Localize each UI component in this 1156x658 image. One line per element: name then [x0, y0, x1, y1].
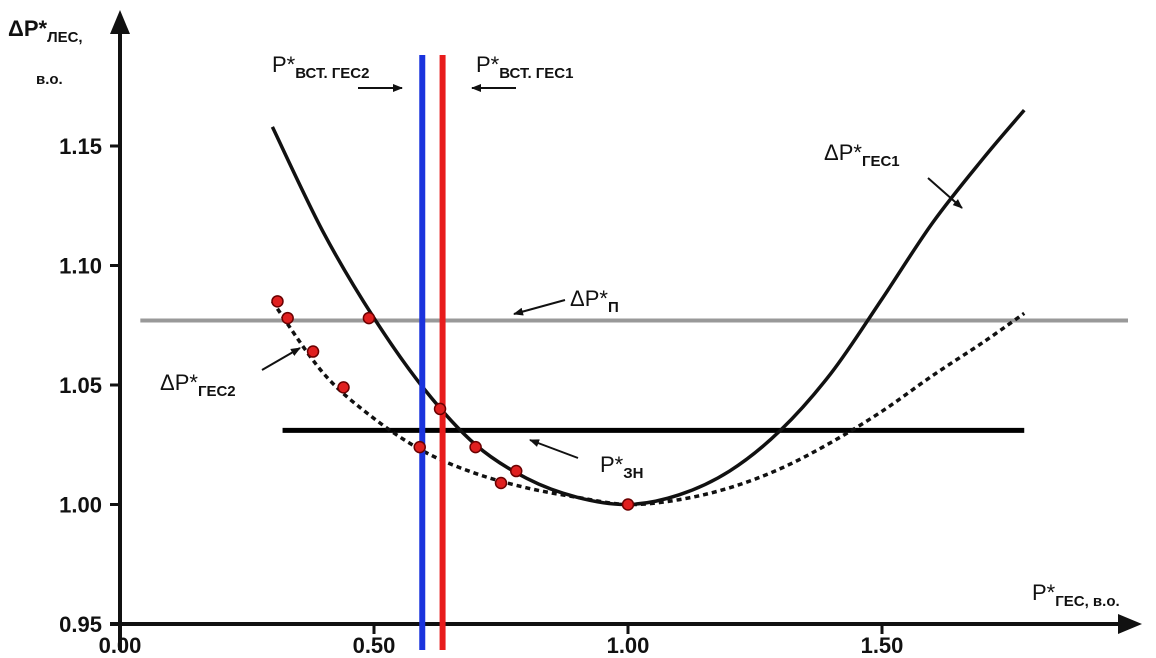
- label-p-zn: P*ЗН: [600, 452, 643, 482]
- label-dp-p: ΔP*П: [570, 286, 619, 316]
- curve-ges2: [270, 300, 1026, 507]
- x-axis-title: P*ГЕС, в.о.: [1032, 580, 1120, 610]
- y-tick-label: 0.95: [59, 612, 102, 637]
- curve-ges1: [270, 109, 1026, 507]
- y-tick-label: 1.05: [59, 373, 102, 398]
- ticks-group: 0.95 1.00 1.05 1.10 1.15 0.00 0.50 1.00 1.50: [59, 134, 903, 658]
- data-point-marker: [469, 440, 482, 454]
- data-point-marker: [271, 295, 284, 308]
- label-dp-p-main: ΔP*: [570, 286, 608, 311]
- label-ges2-main: ΔP*: [160, 370, 198, 395]
- data-point-marker: [362, 311, 376, 325]
- data-point-marker: [509, 464, 523, 478]
- label-vst-ges1: P*ВСТ. ГЕС1: [476, 52, 573, 82]
- x-tick-label: 0.50: [353, 633, 396, 658]
- data-point-marker: [433, 402, 447, 416]
- label-ges1: ΔP*ГЕС1: [824, 140, 900, 170]
- label-vst-ges2-sub: ВСТ. ГЕС2: [295, 65, 369, 82]
- x-axis-title-main: P*: [1032, 580, 1056, 605]
- data-point-marker: [494, 476, 508, 490]
- horizontal-lines-group: [140, 318, 1128, 433]
- x-tick-label: 1.00: [607, 633, 650, 658]
- y-axis-title: ΔP*ЛЕС,: [8, 16, 83, 46]
- y-axis-title-sub: ЛЕС,: [47, 29, 83, 46]
- label-p-zn-sub: ЗН: [623, 465, 643, 482]
- data-point-marker: [621, 498, 635, 511]
- data-point-marker: [281, 311, 294, 325]
- data-point-marker: [413, 440, 426, 454]
- y-axis-arrowhead: [110, 10, 130, 34]
- x-tick-label: 1.50: [861, 633, 904, 658]
- label-vst-ges1-sub: ВСТ. ГЕС1: [499, 65, 573, 82]
- label-dp-p-sub: П: [608, 299, 619, 316]
- arrow-p-zn: [529, 439, 579, 459]
- data-point-marker: [306, 345, 320, 358]
- x-axis-arrowhead: [1118, 614, 1142, 634]
- arrow-ges2: [261, 347, 301, 371]
- label-vst-ges2-main: P*: [272, 52, 296, 77]
- arrow-ges1: [927, 177, 963, 209]
- x-axis-title-sub: ГЕС, в.о.: [1055, 593, 1119, 610]
- y-tick-label: 1.15: [59, 134, 102, 159]
- label-ges2: ΔP*ГЕС2: [160, 370, 236, 400]
- label-vst-ges2: P*ВСТ. ГЕС2: [272, 52, 369, 82]
- y-tick-label: 1.10: [59, 254, 102, 279]
- label-ges1-main: ΔP*: [824, 140, 862, 165]
- data-point-marker: [337, 381, 350, 394]
- markers-group: [271, 295, 635, 511]
- label-ges2-sub: ГЕС2: [198, 383, 236, 400]
- x-tick-label: 0.00: [99, 633, 142, 658]
- y-axis-title-main: ΔP*: [8, 16, 47, 41]
- y-axis-title-line2: в.о.: [36, 71, 63, 88]
- label-p-zn-main: P*: [600, 452, 624, 477]
- label-ges1-sub: ГЕС1: [862, 153, 900, 170]
- curves-group: [270, 109, 1026, 507]
- label-vst-ges1-main: P*: [476, 52, 500, 77]
- y-tick-label: 1.00: [59, 493, 102, 518]
- arrow-dp-p: [513, 299, 566, 316]
- vertical-lines-group: [419, 55, 446, 650]
